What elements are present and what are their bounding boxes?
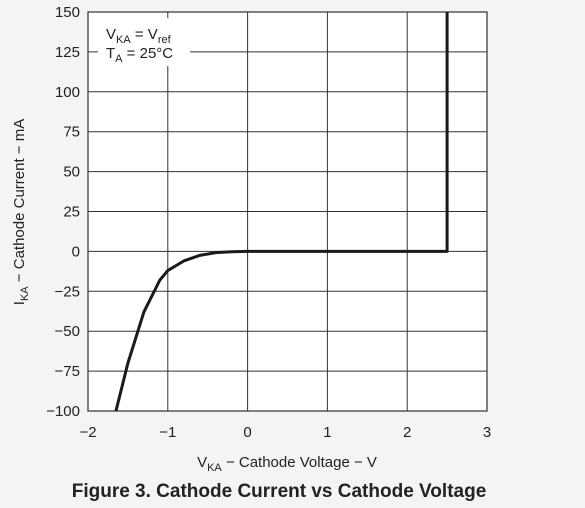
y-tick-label: 125 (55, 44, 80, 61)
series-line (114, 12, 449, 412)
y-tick-label: 75 (63, 124, 80, 141)
y-tick-label: −100 (46, 403, 80, 420)
y-tick-label: 150 (55, 4, 80, 21)
annotation-part: T (106, 45, 115, 62)
label-part: V (197, 454, 207, 471)
annotation-part: = V (131, 26, 158, 43)
chart-title: Figure 3. Cathode Current vs Cathode Vol… (72, 481, 487, 502)
label-part: KA (207, 462, 222, 474)
y-tick-label: 0 (72, 243, 80, 260)
y-axis-label: IKA − Cathode Current − mA (11, 119, 31, 305)
annotation: TA = 25°C (106, 45, 173, 65)
label-part: KA (19, 286, 31, 301)
label-part: I (11, 301, 28, 305)
y-tick-label: −25 (55, 283, 80, 300)
x-tick-label: 2 (403, 424, 411, 441)
y-tick-label: −75 (55, 363, 80, 380)
annotation-part: V (106, 26, 116, 43)
annotation-background (98, 18, 190, 66)
x-tick-label: 3 (483, 424, 491, 441)
annotation-part: A (115, 53, 123, 65)
y-tick-label: −50 (55, 323, 80, 340)
x-tick-label: −2 (79, 424, 96, 441)
annotation-part: KA (116, 34, 131, 46)
annotation-part: = 25°C (123, 45, 174, 62)
x-tick-label: 0 (243, 424, 251, 441)
annotation-part: ref (158, 34, 172, 46)
label-part: − Cathode Current − mA (11, 119, 28, 287)
x-tick-label: −1 (159, 424, 176, 441)
y-tick-label: 25 (63, 204, 80, 221)
y-tick-label: 100 (55, 84, 80, 101)
label-part: − Cathode Voltage − V (222, 454, 377, 471)
annotation: VKA = Vref (106, 26, 172, 46)
x-axis-label: VKA − Cathode Voltage − V (197, 454, 377, 474)
x-tick-label: 1 (323, 424, 331, 441)
y-tick-label: 50 (63, 164, 80, 181)
